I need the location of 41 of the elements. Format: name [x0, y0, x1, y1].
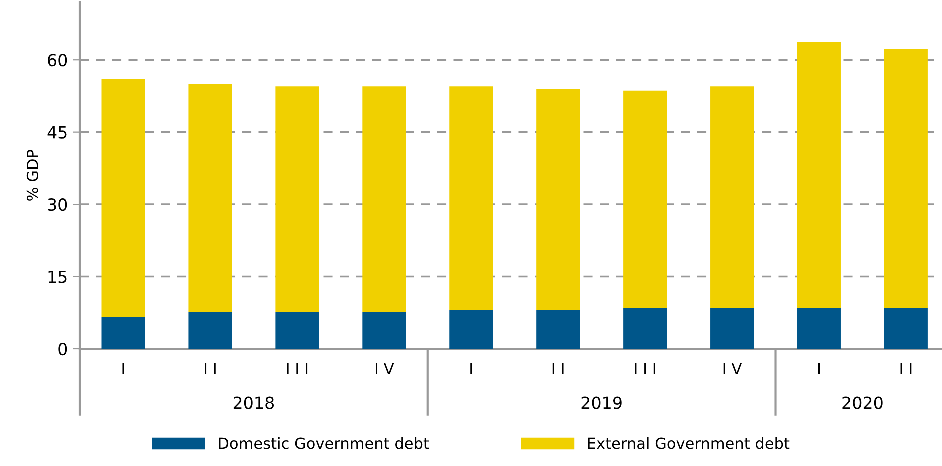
text: 2020: [842, 396, 883, 410]
x-tick-label: I I: [552, 363, 564, 374]
bar: [884, 50, 928, 308]
x-tick-label: I V: [376, 363, 394, 374]
bar: [624, 90, 668, 308]
x-tick-label: I I: [205, 363, 216, 374]
bar: [536, 89, 580, 310]
legend-label: Domestic Government debt: [219, 437, 430, 450]
y-tick-label: 60: [48, 54, 68, 67]
text: 2018: [234, 396, 274, 410]
bar: [188, 312, 232, 349]
bar: [710, 308, 754, 349]
y-tick-label: 45: [48, 126, 67, 139]
x-tick-label: I: [122, 363, 124, 374]
bar: [536, 310, 580, 349]
bar: [624, 308, 668, 349]
bar: [798, 308, 841, 349]
bar: [450, 86, 494, 310]
bar: [102, 317, 146, 349]
x-tick-label: I: [818, 363, 820, 374]
bar: [188, 84, 232, 312]
x-tick-label: I I I: [635, 363, 656, 374]
text: 2019: [582, 396, 622, 410]
x-tick-label: I I I: [287, 363, 308, 374]
y-axis-title: % GDP: [26, 150, 38, 201]
bar: [276, 86, 320, 312]
bar: [798, 42, 841, 308]
x-tick-label: I V: [724, 363, 742, 374]
bar: [102, 79, 146, 318]
y-tick-label: 15: [48, 270, 67, 284]
x-tick-label: I: [470, 363, 472, 374]
y-tick-label: 30: [48, 198, 68, 212]
bar: [362, 86, 406, 312]
bar: [362, 312, 406, 349]
bar: [884, 308, 928, 349]
bar: [710, 86, 754, 308]
bar: [276, 312, 320, 349]
x-tick-label: I I: [900, 363, 912, 374]
y-tick-label: 0: [58, 342, 68, 356]
legend-label: External Government debt: [588, 437, 790, 450]
bar: [450, 310, 494, 349]
